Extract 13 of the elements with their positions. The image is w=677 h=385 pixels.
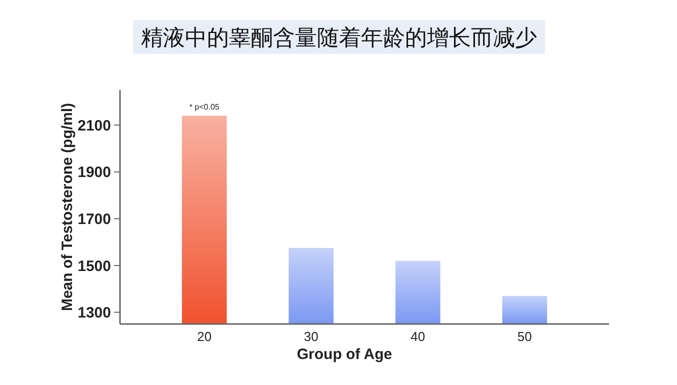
x-tick-label: 40 xyxy=(410,329,426,344)
y-tick-label: 1500 xyxy=(78,258,111,275)
y-axis-title: Mean of Testosterone (pg/ml) xyxy=(59,102,76,312)
y-tick-label: 1900 xyxy=(78,164,111,182)
x-tick-label: 20 xyxy=(197,329,212,344)
x-axis-title: Group of Age xyxy=(296,346,392,363)
y-tick-label: 2100 xyxy=(78,117,111,134)
x-tick-label: 30 xyxy=(304,329,318,344)
chart-title: 精液中的睾酮含量随着年龄的增长而减少 xyxy=(141,25,537,50)
y-tick-label: 1300 xyxy=(78,304,111,322)
annotation: * p<0.05 xyxy=(189,102,220,112)
y-tick-label: 1700 xyxy=(78,210,111,228)
x-tick-label: 50 xyxy=(517,329,532,344)
